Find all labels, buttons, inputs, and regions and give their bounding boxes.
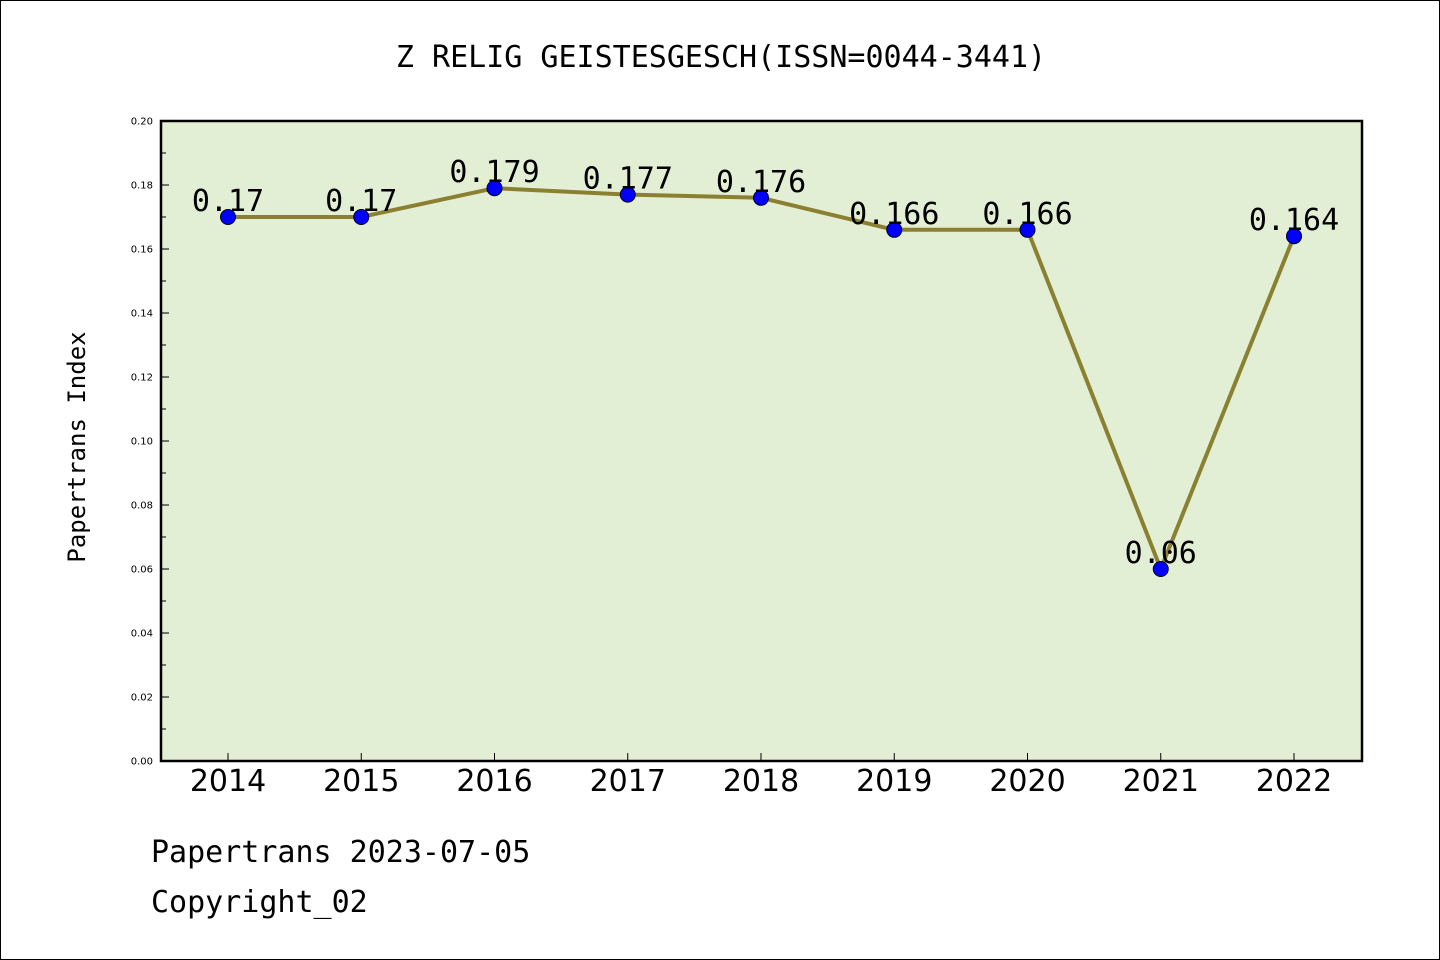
x-tick-label: 2020 [989,764,1065,799]
y-tick-label: 0.20 [131,117,153,128]
data-label: 0.164 [1249,203,1339,238]
data-point [886,221,903,238]
y-tick-label: 0.04 [131,629,153,640]
y-tick-label: 0.18 [131,181,153,192]
y-tick-label: 0.00 [131,757,153,768]
data-point [619,186,636,203]
data-point [486,180,503,197]
data-label: 0.166 [982,197,1072,232]
footer-copyright: Copyright_02 [151,885,368,920]
data-point [1286,228,1302,245]
chart-title: Z RELIG GEISTESGESCH(ISSN=0044-3441) [396,40,1046,75]
data-label: 0.166 [849,197,939,232]
y-axis-label: Papertrans Index [63,331,91,562]
y-tick-label: 0.10 [131,437,153,448]
y-tick-label: 0.16 [131,245,153,256]
data-label: 0.177 [583,162,673,197]
data-point [353,209,370,225]
y-tick-label: 0.02 [131,693,153,704]
plot-area [159,119,1364,763]
y-tick-label: 0.12 [131,373,153,384]
x-tick-label: 2018 [723,764,799,799]
data-point [1019,221,1036,238]
data-label: 0.17 [325,184,397,219]
y-tick-label: 0.08 [131,501,153,512]
data-label: 0.17 [192,184,264,219]
x-axis-ticks: 2014 2015 2016 2017 2018 2019 2020 2021 2022 [190,753,1332,799]
x-tick-label: 2016 [456,764,532,799]
y-tick-label: 0.14 [131,309,153,320]
data-point [220,209,236,225]
x-tick-label: 2017 [590,764,666,799]
data-point [753,189,769,206]
data-point [1152,561,1169,577]
x-tick-label: 2015 [323,764,399,799]
data-labels: 0.17 0.17 0.179 0.177 0.176 0.166 0.166 0.06 0.1… [192,155,1339,571]
data-markers [220,180,1302,577]
x-tick-label: 2021 [1123,764,1199,799]
data-label: 0.179 [449,155,539,190]
x-tick-label: 2019 [856,764,932,799]
x-tick-label: 2014 [190,764,266,799]
x-tick-label: 2022 [1256,764,1332,799]
data-label: 0.06 [1125,536,1197,571]
data-label: 0.176 [716,165,806,200]
y-tick-label: 0.06 [131,565,153,576]
footer-date: Papertrans 2023-07-05 [151,835,531,870]
y-axis-ticks: 0.00 0.02 0.04 0.06 0.08 0.10 0.12 0.14 0.16 0.18… [131,117,169,768]
